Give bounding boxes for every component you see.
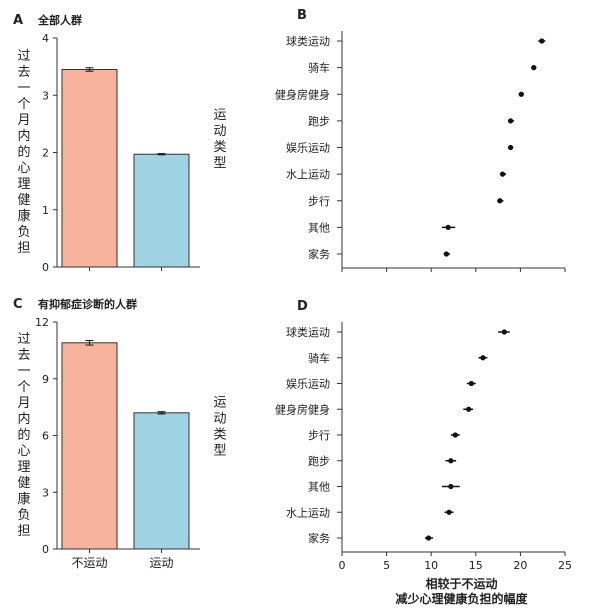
- y-tick-label: 其他: [308, 221, 330, 234]
- y-tick-label: 6: [42, 430, 49, 443]
- x-tick-label: 25: [558, 559, 572, 572]
- y-tick-label: 步行: [308, 195, 330, 208]
- y-tick-label: 骑车: [308, 351, 330, 365]
- y-tick-label: 1: [42, 204, 49, 217]
- x-axis-label: 相较于不运动: [425, 576, 497, 591]
- y-tick-label: 0: [42, 543, 49, 556]
- point-步行: [452, 432, 458, 438]
- y-tick-label: 健身房健身: [275, 402, 330, 416]
- point-球类运动: [539, 38, 545, 44]
- y-tick-label: 家务: [308, 247, 330, 261]
- panel-letter: D: [297, 299, 308, 314]
- point-水上运动: [499, 171, 506, 177]
- y-tick-label: 3: [42, 486, 49, 499]
- point-其他: [448, 483, 454, 490]
- point-家务: [425, 535, 432, 541]
- panel-title: 有抑郁症诊断的人群: [38, 297, 137, 311]
- x-tick-label: 15: [469, 559, 483, 572]
- y-tick-label: 跑步: [308, 454, 330, 468]
- panel-title: 全部人群: [37, 13, 82, 27]
- y-tick-label: 球类运动: [286, 34, 330, 48]
- x-tick-label: 10: [424, 559, 438, 572]
- point-娱乐运动: [507, 144, 514, 151]
- x-tick-label: 0: [339, 559, 346, 572]
- y-tick-label: 0: [42, 261, 49, 274]
- x-tick-label: 运动: [149, 556, 173, 570]
- y-axis-label: 运动类型: [211, 108, 227, 172]
- point-健身房健身: [518, 91, 524, 97]
- point-骑车: [531, 65, 537, 71]
- panel-letter: B: [297, 8, 307, 23]
- y-tick-label: 4: [42, 32, 49, 45]
- y-tick-label: 水上运动: [286, 506, 330, 519]
- y-axis-label: 过去一个月内的心理健康负担: [15, 332, 31, 540]
- y-axis-label: 过去一个月内的心理健康负担: [15, 49, 31, 257]
- point-家务: [443, 251, 449, 257]
- x-axis-label: 减少心理健康负担的幅度: [395, 591, 528, 606]
- x-tick-label: 不运动: [71, 556, 107, 570]
- x-tick-label: 20: [513, 559, 527, 572]
- point-跑步: [507, 118, 514, 124]
- y-tick-label: 9: [42, 373, 49, 386]
- y-tick-label: 健身房健身: [275, 87, 330, 101]
- y-tick-label: 步行: [308, 429, 330, 442]
- y-tick-label: 水上运动: [286, 168, 330, 181]
- y-tick-label: 3: [42, 89, 49, 102]
- y-tick-label: 娱乐运动: [286, 377, 330, 391]
- bar-运动: [133, 412, 190, 550]
- bar-运动: [133, 153, 190, 268]
- y-tick-label: 球类运动: [286, 325, 330, 339]
- panel-letter: A: [13, 13, 23, 28]
- bar-不运动: [61, 342, 118, 550]
- point-骑车: [480, 355, 486, 361]
- y-tick-label: 跑步: [308, 114, 330, 128]
- y-tick-label: 家务: [308, 531, 330, 545]
- point-其他: [445, 224, 451, 230]
- y-tick-label: 其他: [308, 481, 330, 494]
- y-axis-label: 运动类型: [211, 395, 227, 459]
- point-步行: [497, 198, 503, 204]
- y-tick-label: 2: [42, 147, 49, 160]
- point-跑步: [448, 458, 454, 464]
- point-娱乐运动: [468, 380, 474, 387]
- point-球类运动: [501, 329, 507, 335]
- point-水上运动: [446, 509, 452, 515]
- y-tick-label: 骑车: [308, 61, 330, 75]
- bar-不运动: [61, 68, 118, 268]
- point-健身房健身: [466, 406, 472, 412]
- y-tick-label: 12: [35, 316, 49, 329]
- x-tick-label: 5: [383, 559, 390, 572]
- y-tick-label: 娱乐运动: [286, 141, 330, 155]
- panel-letter: C: [13, 297, 23, 312]
